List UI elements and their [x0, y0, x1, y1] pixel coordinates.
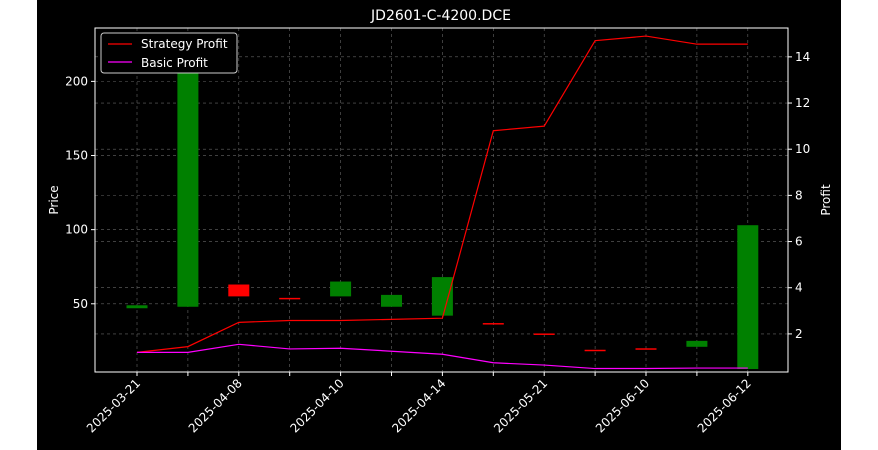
candle-up [737, 225, 759, 370]
legend-box [100, 32, 238, 74]
y2-tick-label: 2 [795, 327, 803, 341]
legend-strategy-label: Strategy Profit [141, 37, 228, 51]
candle-up [686, 340, 708, 347]
plot-frame [94, 27, 789, 373]
y-axis-label: Price [47, 185, 61, 214]
right-profit-axis: 2 4 6 8 10 12 14 [788, 50, 810, 341]
candle-down [279, 297, 301, 300]
candle-up [177, 39, 199, 307]
y-tick-label: 150 [65, 149, 88, 163]
plot-area [95, 28, 788, 372]
y-tick-label: 100 [65, 223, 88, 237]
y-tick-label: 50 [73, 297, 88, 311]
profit-lines [136, 35, 748, 370]
y2-axis-label: Profit [819, 184, 833, 216]
y2-tick-label: 14 [795, 50, 810, 64]
y2-tick-label: 8 [795, 188, 803, 202]
candle-up [330, 281, 352, 297]
candle-down [584, 349, 606, 352]
legend-basic-label: Basic Profit [141, 56, 208, 70]
y2-tick-label: 6 [795, 235, 803, 249]
y2-tick-label: 10 [795, 142, 810, 156]
strategy-profit-line [136, 35, 748, 353]
left-price-axis: 50 100 150 200 [65, 74, 95, 311]
candlestick-series [126, 39, 759, 370]
basic-profit-line [137, 343, 748, 370]
y-tick-label: 200 [65, 74, 88, 88]
candle-up [126, 305, 148, 309]
legend: Strategy Profit Basic Profit [100, 32, 238, 74]
y2-tick-label: 12 [795, 96, 810, 110]
candle-down [533, 333, 555, 335]
candle-down [635, 348, 657, 350]
candle-up [431, 277, 453, 316]
y2-tick-label: 4 [795, 281, 803, 295]
candle-down [228, 284, 250, 297]
candle-up [381, 294, 402, 307]
chart-title: JD2601-C-4200.DCE [370, 8, 511, 24]
candle-down [482, 323, 504, 325]
